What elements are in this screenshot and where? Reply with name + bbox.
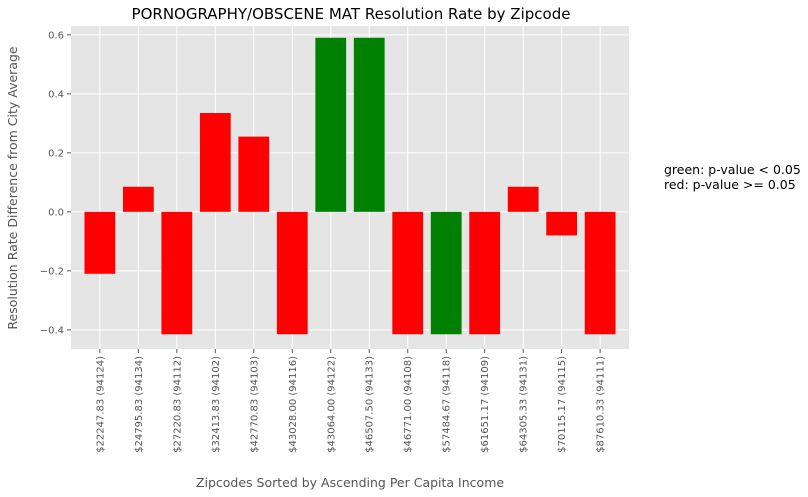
bar (584, 211, 616, 335)
x-tick-label: $64305.33 (94131) (519, 356, 530, 453)
bar (315, 37, 347, 212)
x-axis-ticks: $22247.83 (94124) $24795.83 (94134) $27220… (95, 349, 607, 453)
x-tick-label: $57484.67 (94118) (442, 356, 453, 453)
bar (122, 186, 154, 212)
annotation-line-red: red: p-value >= 0.05 (664, 177, 796, 192)
y-tick-label: 0.0 (48, 207, 64, 218)
bar (507, 186, 539, 212)
x-tick-label: $46507.50 (94133) (365, 356, 376, 453)
bar (469, 211, 501, 335)
bar (392, 211, 424, 335)
bars-group (84, 37, 616, 335)
x-tick-label: $87610.33 (94111) (596, 356, 607, 453)
bar (353, 37, 385, 212)
bar (430, 211, 462, 335)
bar (84, 211, 116, 274)
y-axis-label: Resolution Rate Difference from City Ave… (5, 46, 20, 330)
y-tick-label: 0.2 (48, 148, 64, 159)
y-tick-label: −0.2 (40, 266, 64, 277)
y-axis-ticks: −0.4 −0.2 0.0 0.2 0.4 0.6 (40, 30, 71, 336)
chart-title: PORNOGRAPHY/OBSCENE MAT Resolution Rate … (132, 5, 571, 23)
bar (161, 211, 193, 335)
y-tick-label: 0.6 (48, 30, 64, 41)
x-tick-label: $22247.83 (94124) (95, 356, 106, 453)
x-tick-label: $24795.83 (94134) (134, 356, 145, 453)
plot-area (71, 26, 629, 349)
x-tick-label: $46771.00 (94108) (403, 356, 414, 453)
annotation-line-green: green: p-value < 0.05 (664, 162, 801, 177)
x-tick-label: $61651.17 (94109) (480, 356, 491, 453)
x-tick-label: $43028.00 (94116) (288, 356, 299, 453)
bar (546, 211, 578, 236)
x-tick-label: $27220.83 (94112) (172, 356, 183, 453)
x-tick-label: $70115.17 (94115) (557, 356, 568, 453)
y-tick-label: 0.4 (48, 89, 64, 100)
x-tick-label: $43064.00 (94122) (326, 356, 337, 453)
y-tick-label: −0.4 (40, 325, 64, 336)
x-tick-label: $42770.83 (94103) (249, 356, 260, 453)
x-axis-label: Zipcodes Sorted by Ascending Per Capita … (196, 475, 504, 490)
bar (276, 211, 308, 335)
bar (238, 136, 270, 212)
x-tick-label: $32413.83 (94102) (211, 356, 222, 453)
bar (199, 113, 231, 212)
